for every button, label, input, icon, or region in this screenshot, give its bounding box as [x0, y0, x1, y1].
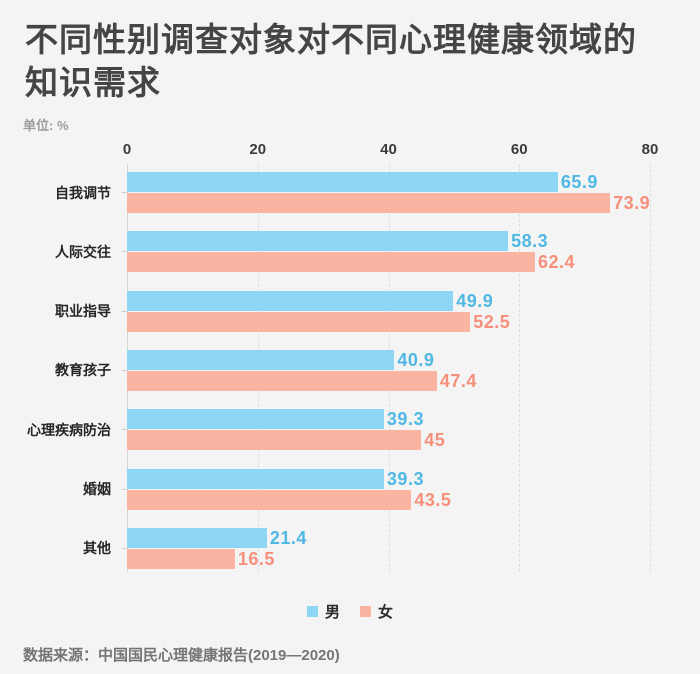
bar-male: [127, 290, 454, 311]
bar-value-label-female: 73.9: [613, 193, 651, 213]
bar-value-label-male: 58.3: [511, 231, 549, 252]
bar-value-label-male: 40.9: [397, 349, 435, 370]
bar-female: [127, 193, 611, 213]
bar-female: [127, 489, 412, 510]
x-gridline: [650, 164, 651, 572]
page-title: 不同性别调查对象对不同心理健康领域的 知识需求: [25, 18, 637, 104]
category-axis-tick: [122, 310, 127, 312]
bar-value-label-female: 43.5: [414, 489, 452, 510]
bar-male: [127, 468, 384, 489]
bar-value-label-male: 49.9: [456, 290, 494, 311]
chart-legend: 男女: [0, 601, 700, 622]
legend-item-female: 女: [360, 601, 393, 622]
bar-value-label-male: 21.4: [269, 527, 307, 548]
legend-label-male: 男: [324, 604, 340, 621]
legend-swatch-male: [306, 606, 318, 617]
bar-value-label-female: 47.4: [439, 370, 477, 391]
x-gridline: [519, 164, 521, 572]
category-axis-tick: [122, 251, 127, 253]
legend-item-male: 男: [306, 601, 340, 622]
bar-male: [127, 172, 558, 192]
bar-value-label-female: 45: [424, 430, 446, 451]
bar-female: [127, 370, 437, 391]
category-axis-tick: [122, 369, 127, 371]
bar-value-label-female: 16.5: [237, 548, 275, 569]
bar-female: [127, 430, 422, 451]
category-axis-tick: [122, 488, 127, 490]
page-title-line-1: 不同性别调查对象对不同心理健康领域的: [25, 21, 637, 58]
category-label: 其他: [83, 540, 111, 557]
bar-value-label-male: 39.3: [386, 409, 424, 430]
category-label: 自我调节: [55, 184, 111, 201]
bar-chart: 0 20 40 60 80 自我调节 65.9 73.9 人际交往 58.3 62.4 职业指导 49.…: [0, 140, 700, 588]
category-axis-tick: [122, 429, 127, 431]
category-label: 心理疾病防治: [27, 421, 111, 438]
category-axis-tick: [122, 192, 127, 193]
bar-male: [127, 231, 509, 252]
data-source-note: 数据来源：中国国民心理健康报告(2019—2020): [23, 647, 340, 664]
category-label: 人际交往: [55, 243, 111, 260]
bar-female: [127, 311, 471, 332]
x-axis-tick-label: 80: [641, 141, 659, 158]
category-label: 职业指导: [55, 303, 111, 320]
bar-male: [127, 409, 384, 430]
bar-value-label-male: 39.3: [386, 468, 424, 489]
x-axis-tick-label: 40: [380, 141, 397, 158]
bar-male: [127, 349, 395, 370]
bar-male: [127, 527, 267, 548]
category-axis-tick: [122, 547, 127, 549]
bar-value-label-female: 62.4: [537, 252, 575, 273]
bar-female: [127, 548, 235, 569]
legend-swatch-female: [360, 606, 371, 617]
x-axis-tick-label: 60: [510, 141, 528, 158]
x-axis-tick-label: 0: [122, 141, 132, 158]
bar-value-label-male: 65.9: [560, 172, 598, 192]
bar-value-label-female: 52.5: [473, 311, 511, 332]
category-label: 教育孩子: [55, 362, 111, 379]
bar-female: [127, 252, 535, 273]
x-axis-tick-label: 20: [249, 141, 267, 158]
legend-label-female: 女: [378, 604, 394, 621]
unit-label: 单位: %: [23, 118, 69, 133]
page-title-line-2: 知识需求: [25, 64, 161, 101]
category-label: 婚姻: [83, 481, 111, 497]
